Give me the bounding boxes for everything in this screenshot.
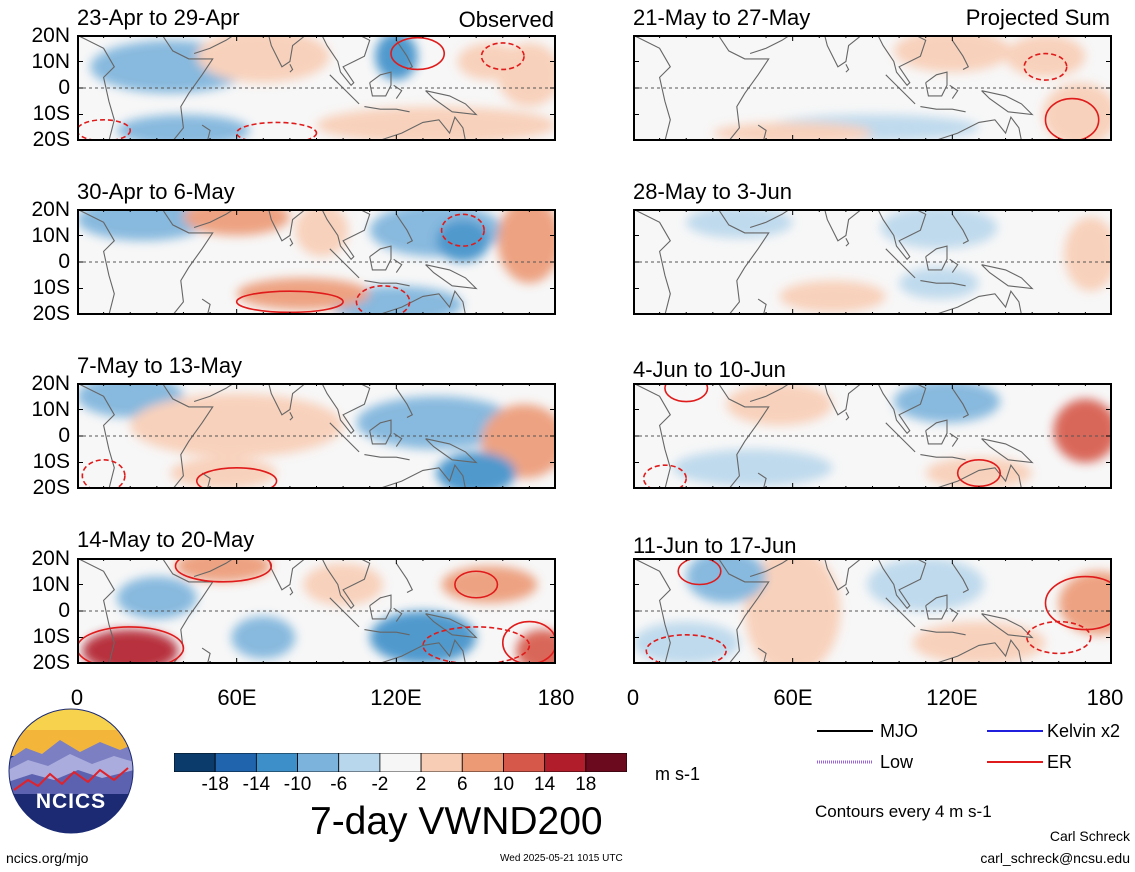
panel-title: 14-May to 20-May xyxy=(77,527,255,552)
colorbar-tick-label: -18 xyxy=(201,774,229,795)
lat-label: 20N xyxy=(31,372,70,395)
colorbar-swatch xyxy=(214,753,257,772)
colorbar-swatch xyxy=(420,753,463,772)
footer-author: Carl Schreck xyxy=(1049,828,1130,844)
map-panel-projected-2 xyxy=(633,209,1112,315)
lat-label: 10S xyxy=(32,625,70,648)
colorbar-tick-label: 14 xyxy=(534,774,556,795)
colorbar-swatch xyxy=(503,753,546,772)
map-panel-observed-1 xyxy=(77,35,556,141)
map-panel-observed-4 xyxy=(77,558,556,664)
legend-label-er: ER xyxy=(1047,752,1073,772)
lon-label: 120E xyxy=(926,685,978,710)
panel-title: 21-May to 27-May xyxy=(633,5,811,30)
lat-label: 0 xyxy=(58,599,70,622)
legend-label-mjo: MJO xyxy=(880,721,918,741)
observed-tag: Observed xyxy=(458,7,554,32)
panel-title: 30-Apr to 6-May xyxy=(77,179,235,204)
mjo-line-swatch xyxy=(817,730,873,732)
lon-label: 0 xyxy=(626,685,640,710)
map-panel-projected-3 xyxy=(633,383,1112,489)
lat-label: 0 xyxy=(58,76,70,99)
colorbar-swatch xyxy=(174,753,216,772)
colorbar-swatch xyxy=(338,753,381,772)
low-line-swatch xyxy=(817,760,873,764)
footer-timestamp: Wed 2025-05-21 1015 UTC xyxy=(500,853,623,864)
lat-label: 10S xyxy=(32,102,70,125)
colorbar-tick-label: 18 xyxy=(575,774,597,795)
lat-label: 20S xyxy=(32,128,70,151)
colorbar-swatch xyxy=(379,753,422,772)
panel-title: 4-Jun to 10-Jun xyxy=(633,357,786,382)
legend-label-kelvin: Kelvin x2 xyxy=(1047,721,1121,741)
colorbar-swatch xyxy=(297,753,340,772)
lon-label: 180 xyxy=(537,685,575,710)
projected-tag: Projected Sum xyxy=(965,5,1110,30)
footer-url[interactable]: ncics.org/mjo xyxy=(6,850,89,866)
lat-label: 10N xyxy=(31,398,70,421)
contour-note: Contours every 4 m s-1 xyxy=(815,802,992,821)
ncics-logo xyxy=(8,708,134,834)
colorbar-tick-label: -2 xyxy=(371,774,389,795)
lon-label: 120E xyxy=(370,685,422,710)
logo-text: NCICS xyxy=(35,790,107,813)
lat-label: 20N xyxy=(31,198,70,221)
panel-title: 23-Apr to 29-Apr xyxy=(77,5,240,30)
kelvin-line-swatch xyxy=(987,730,1043,732)
colorbar-tick-label: -6 xyxy=(330,774,348,795)
panel-title: 11-Jun to 17-Jun xyxy=(633,533,797,558)
lat-label: 20N xyxy=(31,24,70,47)
colorbar-swatch xyxy=(544,753,587,772)
lon-label: 0 xyxy=(70,685,84,710)
lat-label: 20S xyxy=(32,476,70,499)
colorbar-tick-label: -14 xyxy=(242,774,271,795)
footer-email[interactable]: carl_schreck@ncsu.edu xyxy=(980,850,1130,866)
colorbar-swatch xyxy=(255,753,298,772)
lat-label: 10N xyxy=(31,573,70,596)
lat-label: 20S xyxy=(32,302,70,325)
lat-label: 0 xyxy=(58,424,70,447)
units-label: m s-1 xyxy=(655,764,700,784)
colorbar-tick-label: 6 xyxy=(456,774,468,795)
legend-label-low: Low xyxy=(880,752,914,772)
map-panel-projected-4 xyxy=(633,558,1112,664)
lat-label: 10N xyxy=(31,50,70,73)
map-panel-projected-1 xyxy=(633,35,1112,141)
lat-label: 20N xyxy=(31,547,70,570)
lon-label: 60E xyxy=(773,685,813,710)
lat-label: 20S xyxy=(32,651,70,674)
panel-title: 7-May to 13-May xyxy=(77,353,243,378)
map-panel-observed-3 xyxy=(77,383,556,489)
panel-title: 28-May to 3-Jun xyxy=(633,179,792,204)
colorbar-tick-label: -10 xyxy=(283,774,312,795)
er-line-swatch xyxy=(987,761,1043,763)
colorbar-swatch xyxy=(585,753,627,772)
lat-label: 10S xyxy=(32,450,70,473)
colorbar-tick-label: 2 xyxy=(415,774,427,795)
main-title: 7-day VWND200 xyxy=(310,800,603,843)
colorbar-tick-label: 10 xyxy=(492,774,515,795)
colorbar-swatch xyxy=(461,753,504,772)
lon-label: 180 xyxy=(1086,685,1124,710)
lat-label: 10N xyxy=(31,224,70,247)
map-panel-observed-2 xyxy=(77,209,556,315)
lon-label: 60E xyxy=(217,685,257,710)
colorbar xyxy=(174,753,627,772)
lat-label: 0 xyxy=(58,250,70,273)
lat-label: 10S xyxy=(32,276,70,299)
